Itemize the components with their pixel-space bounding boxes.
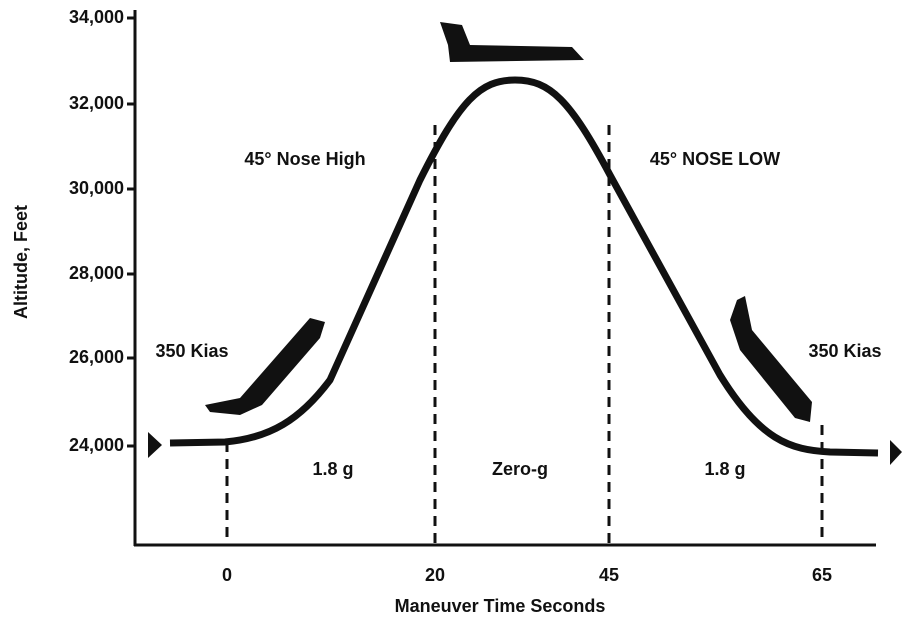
axes [133, 10, 876, 547]
y-tick-label: 24,000 [69, 435, 124, 455]
arrow [890, 440, 902, 465]
x-ticks: 0 20 45 65 [222, 565, 832, 585]
y-tick-label: 34,000 [69, 7, 124, 27]
annotation: 350 Kias [155, 341, 228, 361]
annotation: 1.8 g [312, 459, 353, 479]
flight-path [169, 76, 879, 457]
arrow [148, 432, 162, 458]
y-ticks: 34,000 32,000 30,000 28,000 26,000 24,000 [69, 7, 135, 455]
aircraft-shape [440, 22, 584, 62]
x-axis-label: Maneuver Time Seconds [395, 596, 606, 616]
x-tick-label: 65 [812, 565, 832, 585]
phase-lines [225, 125, 824, 545]
annotation: 45° Nose High [244, 149, 365, 169]
aircraft-shape [730, 296, 812, 422]
x-tick-label: 20 [425, 565, 445, 585]
y-axis-label: Altitude, Feet [11, 205, 31, 319]
y-tick-label: 32,000 [69, 93, 124, 113]
x-tick-label: 45 [599, 565, 619, 585]
y-tick-label: 26,000 [69, 347, 124, 367]
y-tick-label: 28,000 [69, 263, 124, 283]
annotation: 350 Kias [808, 341, 881, 361]
aircraft-shape [205, 318, 325, 415]
x-tick-label: 0 [222, 565, 232, 585]
aircraft [205, 22, 812, 422]
y-tick-label: 30,000 [69, 178, 124, 198]
annotation: 1.8 g [704, 459, 745, 479]
annotation: Zero-g [492, 459, 548, 479]
annotation: 45° NOSE LOW [650, 149, 780, 169]
